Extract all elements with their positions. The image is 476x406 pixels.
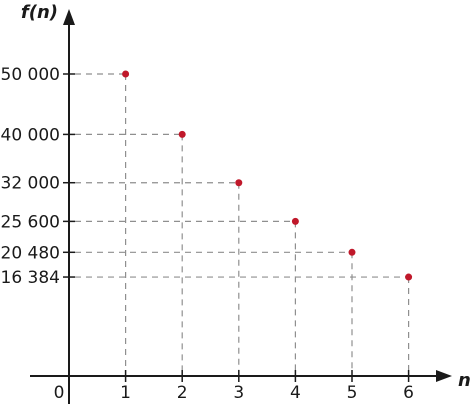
y-axis-label: f(n) bbox=[21, 2, 58, 23]
data-point bbox=[405, 273, 413, 281]
y-tick-label: 40 000 bbox=[1, 125, 60, 145]
x-tick-label: 1 bbox=[120, 383, 131, 403]
y-tick-label: 25 600 bbox=[1, 212, 60, 232]
y-axis-arrow bbox=[63, 9, 75, 25]
y-tick-label: 16 384 bbox=[1, 268, 60, 288]
x-tick-label: 3 bbox=[233, 383, 244, 403]
y-tick-label: 50 000 bbox=[1, 65, 60, 85]
axes bbox=[30, 9, 452, 404]
y-tick-label: 32 000 bbox=[1, 174, 60, 194]
data-points bbox=[122, 70, 413, 281]
x-tick-label: 4 bbox=[290, 383, 301, 403]
data-point bbox=[348, 248, 356, 256]
axis-ticks bbox=[63, 73, 410, 382]
x-tick-label: 6 bbox=[403, 383, 414, 403]
origin-label: 0 bbox=[54, 383, 65, 403]
x-tick-label: 5 bbox=[347, 383, 358, 403]
data-point bbox=[235, 179, 243, 187]
x-axis-label: n bbox=[458, 370, 471, 391]
guide-lines bbox=[75, 73, 410, 370]
tick-labels: 1 50 000 2 40 000 3 32 000 4 25 600 5 20 480 6 16 3… bbox=[1, 65, 414, 403]
data-point bbox=[291, 217, 299, 225]
x-axis-arrow bbox=[436, 370, 452, 382]
x-tick-label: 2 bbox=[177, 383, 188, 403]
data-point bbox=[178, 130, 186, 138]
data-point bbox=[122, 70, 130, 78]
y-tick-label: 20 480 bbox=[1, 243, 60, 263]
